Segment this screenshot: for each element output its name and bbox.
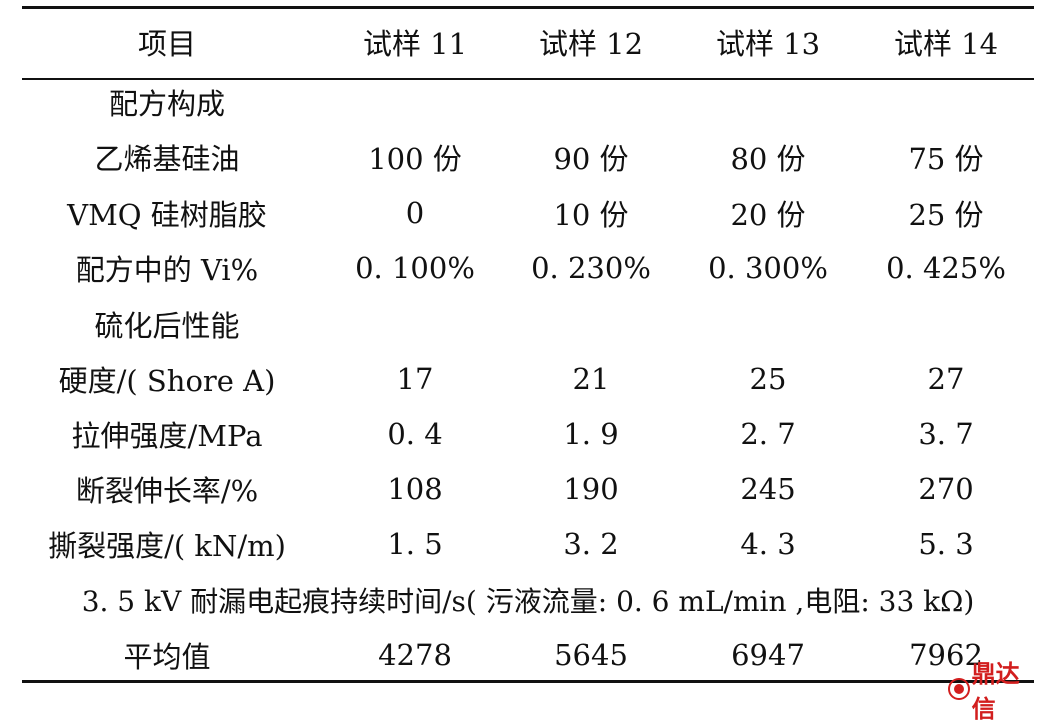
header-sample-12: 试样 12 [538, 27, 644, 61]
row-value: 0 [405, 196, 425, 230]
row-value: 2. 7 [740, 417, 796, 451]
row-label: 平均值 [123, 640, 211, 674]
table-row: 撕裂强度/( kN/m) 1. 5 3. 2 4. 3 5. 3 [0, 516, 1042, 572]
row-value: 108 [387, 472, 443, 506]
row-value: 80 份 [730, 142, 806, 176]
section-title-formula: 配方构成 [108, 87, 225, 121]
table-header-row: 项目 试样 11 试样 12 试样 13 试样 14 [0, 14, 1042, 70]
table-bottom-rule [22, 680, 1034, 683]
logo-icon [948, 678, 970, 700]
table-row: 乙烯基硅油 100 份 90 份 80 份 75 份 [0, 129, 1042, 185]
table-row: 硬度/( Shore A) 17 21 25 27 [0, 351, 1042, 407]
row-value: 7962 [909, 638, 983, 672]
row-value: 4278 [378, 638, 452, 672]
row-value: 0. 230% [531, 251, 651, 285]
section-row-tracking: 3. 5 kV 耐漏电起痕持续时间/s( 污液流量: 0. 6 mL/min ,… [0, 572, 1042, 628]
row-label: 断裂伸长率/% [75, 474, 259, 508]
row-label: 撕裂强度/( kN/m) [48, 529, 286, 563]
section-row-cured: 硫化后性能 [0, 296, 1042, 352]
table-row-average: 平均值 4278 5645 6947 7962 [0, 627, 1042, 683]
row-value: 100 份 [368, 142, 462, 176]
row-value: 190 [563, 472, 619, 506]
table-header-rule [22, 78, 1034, 80]
header-item: 项目 [137, 27, 196, 61]
watermark-text: 鼎达信 [971, 660, 1020, 723]
row-label: 配方中的 Vi% [75, 253, 259, 287]
row-value: 5. 3 [918, 527, 974, 561]
row-value: 5645 [554, 638, 628, 672]
row-value: 3. 2 [563, 527, 619, 561]
section-title-cured: 硫化后性能 [94, 309, 240, 343]
row-value: 10 份 [553, 198, 629, 232]
row-value: 270 [918, 472, 974, 506]
row-value: 25 份 [908, 198, 984, 232]
row-value: 20 份 [730, 198, 806, 232]
table-row: 配方中的 Vi% 0. 100% 0. 230% 0. 300% 0. 425% [0, 240, 1042, 296]
row-label: 拉伸强度/MPa [71, 419, 263, 453]
row-value: 0. 425% [886, 251, 1006, 285]
row-value: 17 [396, 362, 434, 396]
tracking-title: 3. 5 kV 耐漏电起痕持续时间/s( 污液流量: 0. 6 mL/min ,… [81, 585, 975, 618]
row-value: 1. 5 [387, 527, 443, 561]
row-label: 硬度/( Shore A) [58, 364, 276, 398]
header-sample-11: 试样 11 [362, 27, 468, 61]
row-value: 0. 4 [387, 417, 443, 451]
row-value: 245 [740, 472, 796, 506]
table-row: 拉伸强度/MPa 0. 4 1. 9 2. 7 3. 7 [0, 406, 1042, 462]
section-row-formula: 配方构成 [0, 74, 1042, 130]
row-value: 4. 3 [740, 527, 796, 561]
row-label: 乙烯基硅油 [94, 142, 240, 176]
header-sample-14: 试样 14 [893, 27, 999, 61]
header-sample-13: 试样 13 [715, 27, 821, 61]
table-row: 断裂伸长率/% 108 190 245 270 [0, 461, 1042, 517]
row-value: 6947 [731, 638, 805, 672]
row-value: 21 [572, 362, 610, 396]
row-label: VMQ 硅树脂胶 [67, 198, 267, 232]
row-value: 3. 7 [918, 417, 974, 451]
row-value: 90 份 [553, 142, 629, 176]
watermark-logo: 鼎达信 [948, 654, 1042, 724]
row-value: 75 份 [908, 142, 984, 176]
table-top-rule [22, 6, 1034, 9]
row-value: 25 [749, 362, 787, 396]
table-row: VMQ 硅树脂胶 0 10 份 20 份 25 份 [0, 185, 1042, 241]
row-value: 0. 100% [355, 251, 475, 285]
row-value: 0. 300% [708, 251, 828, 285]
row-value: 27 [927, 362, 965, 396]
row-value: 1. 9 [563, 417, 619, 451]
